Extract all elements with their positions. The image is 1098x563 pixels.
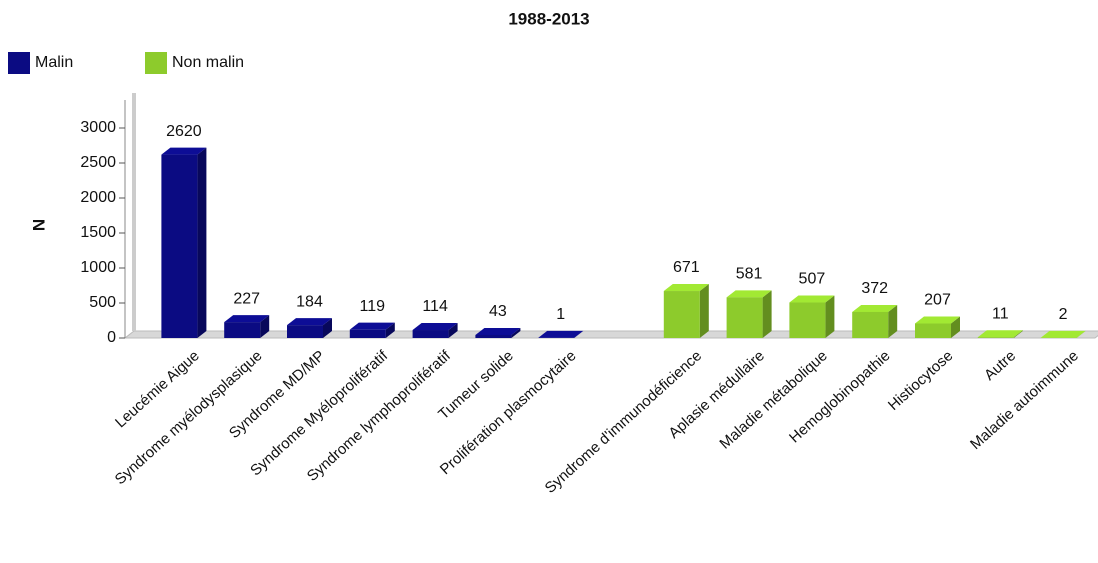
data-label: 2620: [166, 123, 202, 140]
bar-top: [538, 330, 584, 338]
x-tick-label: Histiocytose: [885, 347, 956, 414]
bar-side: [1013, 330, 1023, 338]
x-tick-label: Autre: [981, 347, 1019, 384]
y-tick-label: 2000: [80, 189, 116, 206]
y-tick-label: 2500: [80, 154, 116, 171]
bar: [726, 297, 763, 338]
data-label: 1: [556, 306, 565, 323]
bar-top: [789, 295, 835, 303]
bar: [915, 323, 951, 338]
bar: [663, 291, 700, 338]
bar-side: [197, 147, 207, 338]
bar-top: [915, 316, 960, 324]
bar-side: [951, 316, 960, 338]
bar: [224, 322, 261, 338]
y-tick-label: 0: [107, 329, 116, 346]
data-label: 227: [233, 290, 260, 307]
data-label: 43: [489, 303, 507, 320]
bar: [349, 329, 386, 338]
bar-top: [977, 330, 1023, 338]
y-tick-label: 500: [89, 294, 116, 311]
data-label: 2: [1059, 306, 1068, 323]
legend-label: Malin: [35, 54, 73, 71]
y-axis-title: N: [29, 219, 48, 231]
legend-swatch: [145, 52, 167, 74]
bar-top: [1040, 330, 1086, 338]
x-tick-label: Maladie autoimmune: [967, 347, 1082, 453]
bar-top: [412, 323, 458, 331]
bar-top: [726, 290, 772, 298]
data-label: 207: [924, 292, 951, 309]
data-label: 671: [673, 259, 700, 276]
bar-side: [385, 322, 395, 338]
bar-top: [287, 318, 332, 326]
bar-top: [852, 304, 898, 312]
bar-side: [260, 315, 270, 338]
legend-swatch: [8, 52, 30, 74]
x-tick-label: Maladie métabolique: [716, 347, 830, 452]
bar-top: [663, 284, 709, 292]
bar: [412, 330, 449, 338]
bar-side: [448, 323, 458, 338]
data-label: 119: [360, 298, 386, 315]
bar-side: [1076, 330, 1086, 338]
bar: [852, 311, 889, 338]
bar: [287, 325, 323, 338]
data-label: 507: [799, 271, 826, 288]
data-label: 11: [992, 305, 1009, 322]
bar-top: [475, 327, 521, 335]
bar-side: [323, 318, 332, 338]
data-label: 581: [736, 266, 763, 283]
bar-side: [699, 284, 709, 338]
y-tick-label: 3000: [80, 119, 116, 136]
bar: [977, 337, 1014, 338]
data-label: 372: [861, 280, 888, 297]
bar-top: [161, 147, 207, 155]
bar-top: [224, 315, 270, 323]
bar-side: [511, 327, 521, 338]
y-tick-label: 1500: [80, 224, 116, 241]
chart-title: 1988-2013: [508, 9, 589, 28]
data-label: 114: [422, 298, 448, 315]
legend-label: Non malin: [172, 54, 244, 71]
bar-top: [349, 322, 395, 330]
bar-side: [762, 290, 772, 338]
bar-side: [825, 295, 835, 338]
y-tick-label: 1000: [80, 259, 116, 276]
bar: [789, 302, 826, 338]
data-label: 184: [296, 293, 323, 310]
bar-side: [574, 330, 584, 338]
bar: [161, 154, 198, 338]
bar-side: [888, 304, 898, 338]
bar: [475, 334, 512, 338]
